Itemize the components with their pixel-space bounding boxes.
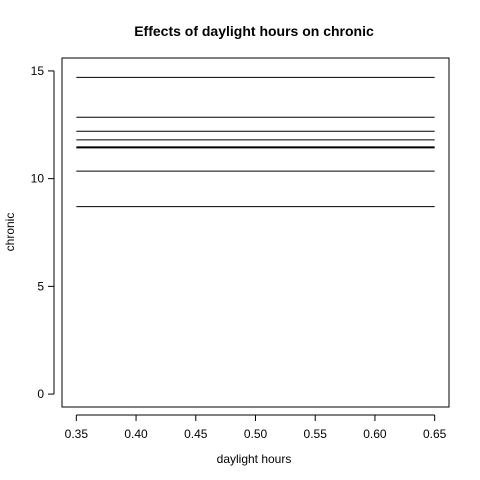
x-tick-label: 0.35 <box>65 427 89 441</box>
plot-area-frame <box>61 57 450 408</box>
x-axis-label: daylight hours <box>217 452 292 466</box>
x-tick-label: 0.45 <box>184 427 208 441</box>
x-tick-label: 0.40 <box>124 427 148 441</box>
y-axis: 0 5 10 15 <box>31 64 55 401</box>
chart-title: Effects of daylight hours on chronic <box>134 23 374 39</box>
y-tick-label: 10 <box>31 172 45 186</box>
y-tick-label: 0 <box>37 387 44 401</box>
x-tick-label: 0.60 <box>363 427 387 441</box>
x-tick-label: 0.55 <box>304 427 328 441</box>
x-tick-label: 0.50 <box>244 427 268 441</box>
y-tick-label: 5 <box>37 279 44 293</box>
x-axis: 0.35 0.40 0.45 0.50 0.55 0.60 0.65 <box>65 414 447 441</box>
x-tick-label: 0.65 <box>423 427 447 441</box>
y-axis-label: chronic <box>3 213 17 252</box>
series-lines <box>76 76 435 208</box>
y-tick-label: 15 <box>31 64 45 78</box>
